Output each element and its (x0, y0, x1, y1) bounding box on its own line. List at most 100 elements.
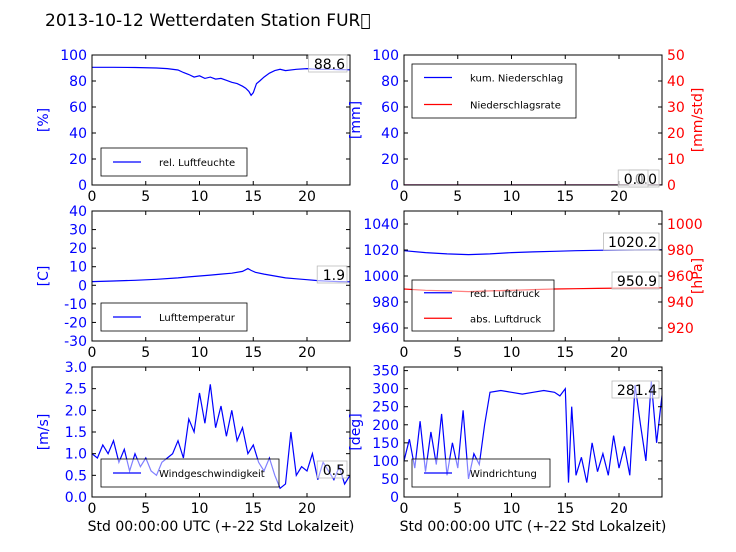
x-tick-label: 5 (141, 501, 150, 517)
y2-tick-label: 1000 (667, 217, 703, 233)
y-tick-label: 40 (381, 126, 399, 142)
y-tick-label: 0 (390, 490, 399, 506)
panel-2: 0 5 10 15 20 0 20 40 60 80 100 0 10 20 30 40 50 [mm] [mm/s… (348, 48, 706, 205)
y2-tick-label: 920 (667, 321, 694, 337)
y2-tick-label: 0 (667, 178, 676, 194)
readout-box (603, 232, 660, 251)
y-tick-label: 1020 (363, 243, 399, 259)
legend-entry: Lufttemperatur (159, 313, 236, 324)
x-tick-label: 0 (88, 501, 97, 517)
y-tick-label: 0.0 (65, 490, 87, 506)
last-value-readout: 88.6 (314, 57, 345, 73)
y2-tick-label: 980 (667, 243, 694, 259)
x-tick-label: 20 (298, 345, 316, 361)
y-axis-label: [deg] (348, 413, 364, 450)
series-line-1 (92, 267, 350, 283)
y-axis-label: [%] (36, 108, 52, 132)
legend-entry: Windrichtung (470, 469, 537, 480)
last-value-readout: 1.9 (323, 268, 345, 284)
x-tick-label: 20 (610, 189, 628, 205)
last-value-readout: 0.0 (624, 172, 646, 188)
y-tick-label: 100 (372, 48, 399, 64)
y-tick-label: 300 (372, 382, 399, 398)
y-axis-label: [mm] (348, 101, 364, 139)
legend-box (411, 279, 555, 332)
last-value-readout: 950.9 (617, 274, 657, 290)
last-value-readout: 281.4 (617, 383, 657, 399)
y-tick-label: 1040 (363, 217, 399, 233)
panel-1: 0 5 10 15 20 0 20 40 60 80 100 [%] rel. Luftfeuchte 8… (36, 48, 351, 205)
axes-frame (91, 54, 351, 186)
legend: Windgeschwindigkeit (100, 458, 280, 488)
legend-entry: red. Luftdruck (470, 289, 540, 300)
series-line-1 (404, 381, 662, 483)
y2-tick-label: 40 (667, 74, 685, 90)
x-axis-label: Std 00:00:00 UTC (+-22 Std Lokalzeit) (88, 519, 355, 535)
readout-box (611, 380, 660, 399)
legend-entry: kum. Niederschlag (470, 74, 563, 85)
x-tick-label: 20 (610, 501, 628, 517)
axes-frame (403, 54, 663, 186)
x-tick-label: 5 (453, 345, 462, 361)
y-tick-label: 100 (60, 48, 87, 64)
x-tick-label: 10 (191, 345, 209, 361)
x-tick-label: 10 (191, 189, 209, 205)
y-tick-label: 1.0 (65, 447, 87, 463)
legend-box (411, 63, 577, 119)
x-tick-label: 0 (88, 189, 97, 205)
y-tick-label: 2.5 (65, 382, 87, 398)
y-tick-label: 100 (372, 454, 399, 470)
x-tick-label: 5 (141, 345, 150, 361)
x-tick-label: 15 (556, 345, 574, 361)
y2-tick-label: 960 (667, 269, 694, 285)
y-tick-label: 30 (69, 223, 87, 239)
axes-frame (403, 366, 663, 498)
x-tick-label: 0 (400, 345, 409, 361)
x-tick-label: 5 (453, 501, 462, 517)
x-tick-label: 0 (400, 501, 409, 517)
y-axis-label: [C] (36, 266, 52, 287)
x-tick-label: 0 (88, 345, 97, 361)
x-tick-label: 15 (244, 345, 262, 361)
y-tick-label: 20 (69, 152, 87, 168)
y-tick-label: 80 (69, 74, 87, 90)
legend-entry: Niederschlagsrate (470, 101, 561, 112)
y-tick-label: 40 (69, 204, 87, 220)
y-tick-label: 3.0 (65, 360, 87, 376)
panel-4: 0 5 10 15 20 960 980 1000 1020 1040 920 940 960 980 10… (363, 210, 706, 361)
readout-box (617, 169, 649, 188)
y-tick-label: -10 (64, 297, 87, 313)
y2-tick-label: 10 (667, 152, 685, 168)
legend: Lufttemperatur (100, 302, 248, 332)
x-tick-label: 15 (244, 189, 262, 205)
y2-axis-label: [hPa] (690, 258, 706, 294)
legend-entry: abs. Luftdruck (470, 314, 541, 325)
y-tick-label: 350 (372, 364, 399, 380)
y-tick-label: 980 (372, 295, 399, 311)
x-tick-label: 5 (141, 189, 150, 205)
x-tick-label: 15 (244, 501, 262, 517)
figure-title: 2013-10-12 Wetterdaten Station FUR  (45, 11, 371, 31)
last-value-readout: 1020.2 (608, 235, 657, 251)
axes-frame (91, 210, 351, 342)
y-tick-label: -30 (64, 334, 87, 350)
legend: Windrichtung (411, 458, 551, 488)
legend: red. Luftdruck abs. Luftdruck (411, 279, 555, 332)
y2-tick-label: 940 (667, 295, 694, 311)
x-tick-label: 10 (191, 501, 209, 517)
y-tick-label: 250 (372, 400, 399, 416)
y-tick-label: 200 (372, 418, 399, 434)
x-tick-label: 20 (298, 189, 316, 205)
y-tick-label: 80 (381, 74, 399, 90)
x-tick-label: 0 (400, 189, 409, 205)
x-tick-label: 10 (503, 345, 521, 361)
y-tick-label: 50 (381, 472, 399, 488)
x-tick-label: 5 (453, 189, 462, 205)
y-tick-label: 60 (69, 100, 87, 116)
readout-box (611, 271, 660, 290)
y-tick-label: 0 (390, 178, 399, 194)
panel-5: 0 5 10 15 20 0.0 0.5 1.0 1.5 2.0 2.5 3.0 [m/s] Std 00… (36, 360, 354, 535)
